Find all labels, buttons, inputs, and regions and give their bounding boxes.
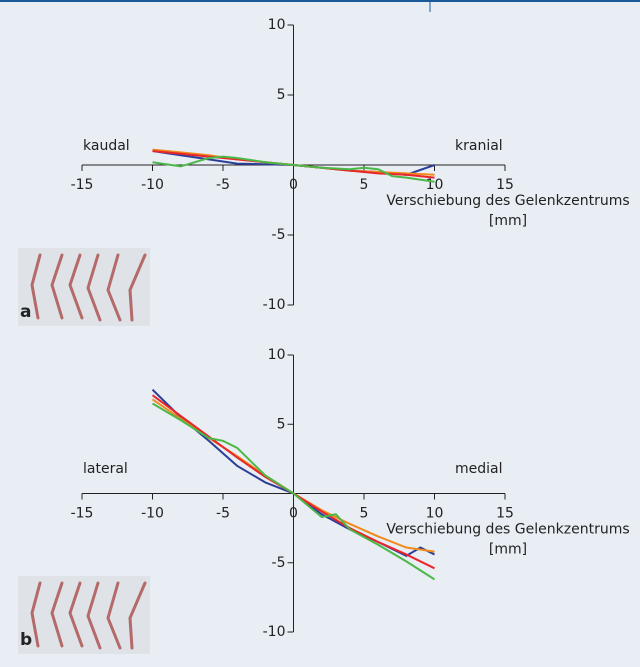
- x-tick-label: 5: [360, 506, 369, 522]
- panel-label: b: [20, 630, 32, 650]
- x-tick-label: -10: [141, 177, 164, 193]
- x-tick-label: 5: [360, 177, 369, 193]
- panel-label: a: [20, 302, 31, 322]
- x-tick-label: 15: [496, 506, 514, 522]
- y-tick-label: 10: [268, 17, 286, 33]
- annotation: kranial: [455, 138, 503, 154]
- x-tick-label: -5: [216, 506, 230, 522]
- annotation: medial: [455, 461, 503, 477]
- x-tick-label: 10: [426, 177, 444, 193]
- y-tick-label: 10: [268, 347, 286, 363]
- x-tick-label: -15: [71, 506, 94, 522]
- x-tick-label: -10: [141, 506, 164, 522]
- x-axis-label: [mm]: [489, 213, 527, 229]
- chart: -15 -10 -5 0 5 10 15 -10 -5 5 10 kaudal kranial Versc…: [0, 0, 640, 667]
- x-axis-label: [mm]: [489, 542, 527, 558]
- x-axis-label: Verschiebung des Gelenkzentrums: [386, 522, 629, 538]
- x-tick-label: -5: [216, 177, 230, 193]
- x-tick-label: -15: [71, 177, 94, 193]
- x-tick-label: 0: [289, 506, 298, 522]
- background: [0, 0, 640, 667]
- annotation: kaudal: [83, 138, 130, 154]
- x-tick-label: 0: [289, 177, 298, 193]
- x-tick-label: 15: [496, 177, 514, 193]
- y-tick-label: 5: [277, 416, 286, 432]
- annotation: lateral: [83, 461, 128, 477]
- y-tick-label: -10: [263, 624, 286, 640]
- x-tick-label: 10: [426, 506, 444, 522]
- x-axis-label: Verschiebung des Gelenkzentrums: [386, 193, 629, 209]
- y-tick-label: -5: [272, 555, 286, 571]
- page: -15 -10 -5 0 5 10 15 -10 -5 5 10 kaudal kranial Versc…: [0, 0, 640, 667]
- y-tick-label: -10: [263, 297, 286, 313]
- y-tick-label: 5: [277, 87, 286, 103]
- y-tick-label: -5: [272, 227, 286, 243]
